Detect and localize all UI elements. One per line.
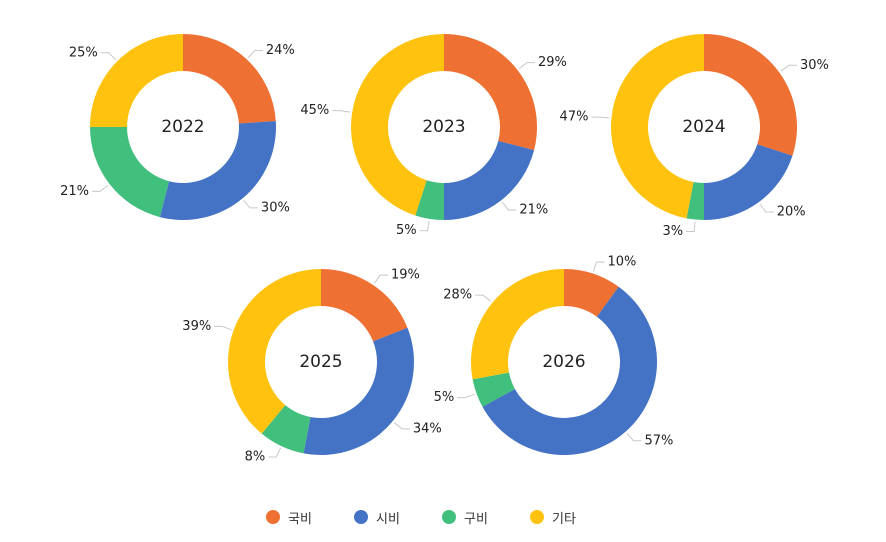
slice-2024-gukbi[interactable] bbox=[704, 34, 797, 156]
pct-label-2026-gita: 28% bbox=[443, 288, 472, 303]
year-label-2022: 2022 bbox=[161, 117, 204, 137]
year-label-2023: 2023 bbox=[422, 117, 465, 137]
leader-line-2025-sibi bbox=[393, 422, 410, 430]
slice-2024-gita[interactable] bbox=[611, 34, 704, 219]
slice-2022-gukbi[interactable] bbox=[183, 34, 276, 124]
legend-label-gita: 기타 bbox=[552, 511, 576, 527]
legend-marker-sibi bbox=[354, 510, 368, 524]
slice-2025-gukbi[interactable] bbox=[321, 269, 408, 342]
pct-label-2025-gukbi: 19% bbox=[391, 268, 420, 283]
leader-line-2023-gukbi bbox=[518, 62, 535, 70]
legend-item-gita[interactable]: 기타 bbox=[530, 508, 620, 527]
leader-line-2026-sibi bbox=[626, 432, 642, 442]
leader-line-2024-gubi bbox=[686, 221, 696, 233]
slice-2023-gita[interactable] bbox=[351, 34, 444, 216]
slice-2024-gubi[interactable] bbox=[686, 182, 704, 220]
year-label-2024: 2024 bbox=[682, 117, 725, 137]
legend-label-gubi: 구비 bbox=[464, 511, 488, 527]
legend-item-gubi[interactable]: 구비 bbox=[442, 508, 532, 527]
pct-label-2025-gubi: 8% bbox=[245, 450, 266, 465]
pct-label-2022-sibi: 30% bbox=[261, 200, 290, 215]
donut-chart-2023: 29% 21% 5% 45% 2023 bbox=[300, 34, 567, 238]
donut-chart-2026: 10% 57% 5% 28% 2026 bbox=[434, 255, 673, 455]
leader-line-2025-gita bbox=[214, 325, 232, 331]
slice-2026-gita[interactable] bbox=[470, 269, 564, 380]
pct-label-2023-sibi: 21% bbox=[519, 202, 548, 217]
pct-label-2026-gubi: 5% bbox=[434, 390, 455, 405]
leader-line-2022-gubi bbox=[92, 184, 109, 192]
pct-label-2024-gubi: 3% bbox=[662, 224, 683, 239]
slice-2026-gubi[interactable] bbox=[472, 372, 515, 407]
leader-line-2024-gukbi bbox=[780, 64, 797, 72]
legend-marker-gukbi bbox=[266, 510, 280, 524]
donut-chart-2022: 24% 30% 21% 25% 2022 bbox=[60, 34, 295, 221]
pct-label-2024-sibi: 20% bbox=[777, 204, 806, 219]
leader-line-2026-gita bbox=[475, 294, 492, 302]
legend-marker-gubi bbox=[442, 510, 456, 524]
legend-label-gukbi: 국비 bbox=[288, 511, 312, 527]
pct-label-2025-gita: 39% bbox=[182, 319, 211, 334]
pct-label-2023-gukbi: 29% bbox=[538, 55, 567, 70]
pct-label-2023-gubi: 5% bbox=[396, 223, 417, 238]
slice-2024-sibi[interactable] bbox=[704, 144, 793, 220]
pct-label-2022-gita: 25% bbox=[69, 45, 98, 60]
year-label-2025: 2025 bbox=[299, 352, 342, 372]
leader-line-2022-sibi bbox=[243, 199, 258, 209]
donut-chart-2024: 30% 20% 3% 47% 2024 bbox=[560, 34, 829, 239]
slice-2023-sibi[interactable] bbox=[444, 140, 535, 220]
slice-2023-gukbi[interactable] bbox=[444, 34, 537, 151]
legend-item-sibi[interactable]: 시비 bbox=[354, 508, 444, 527]
slice-2026-gukbi[interactable] bbox=[564, 269, 619, 317]
legend-marker-gita bbox=[530, 510, 544, 524]
legend-item-gukbi[interactable]: 국비 bbox=[266, 508, 356, 527]
leader-line-2025-gukbi bbox=[373, 274, 389, 284]
slice-2023-gubi[interactable] bbox=[415, 180, 444, 220]
slice-2026-sibi[interactable] bbox=[482, 286, 657, 455]
leader-line-2024-gita bbox=[591, 116, 610, 119]
leader-line-2024-sibi bbox=[759, 203, 774, 213]
leader-line-2026-gukbi bbox=[592, 261, 605, 272]
pct-label-2024-gita: 47% bbox=[560, 110, 589, 125]
legend: 국비 시비 구비 기타 bbox=[0, 505, 886, 529]
leader-line-2022-gukbi bbox=[247, 49, 263, 59]
leader-line-2023-gita bbox=[332, 110, 351, 113]
donut-chart-2025: 19% 34% 8% 39% 2025 bbox=[182, 268, 442, 465]
leader-line-2026-gubi bbox=[457, 393, 475, 399]
leader-line-2025-gubi bbox=[268, 447, 282, 458]
pct-label-2022-gukbi: 24% bbox=[266, 43, 295, 58]
leader-line-2023-gubi bbox=[419, 220, 430, 232]
pct-label-2025-sibi: 34% bbox=[413, 421, 442, 436]
slice-2022-sibi[interactable] bbox=[159, 121, 276, 221]
slice-2022-gita[interactable] bbox=[90, 34, 183, 127]
pct-label-2024-gukbi: 30% bbox=[800, 58, 829, 73]
pct-label-2022-gubi: 21% bbox=[60, 184, 89, 199]
pct-label-2026-gukbi: 10% bbox=[607, 255, 636, 270]
pct-label-2026-sibi: 57% bbox=[644, 433, 673, 448]
year-label-2026: 2026 bbox=[542, 352, 585, 372]
leader-line-2023-sibi bbox=[501, 201, 517, 211]
legend-label-sibi: 시비 bbox=[376, 511, 400, 527]
slice-2025-gubi[interactable] bbox=[261, 405, 311, 454]
leader-line-2022-gita bbox=[100, 52, 117, 61]
slice-2022-gubi[interactable] bbox=[90, 127, 170, 218]
pct-label-2023-gita: 45% bbox=[300, 103, 329, 118]
slice-2025-gita[interactable] bbox=[228, 269, 321, 434]
slice-2025-sibi[interactable] bbox=[303, 327, 414, 456]
